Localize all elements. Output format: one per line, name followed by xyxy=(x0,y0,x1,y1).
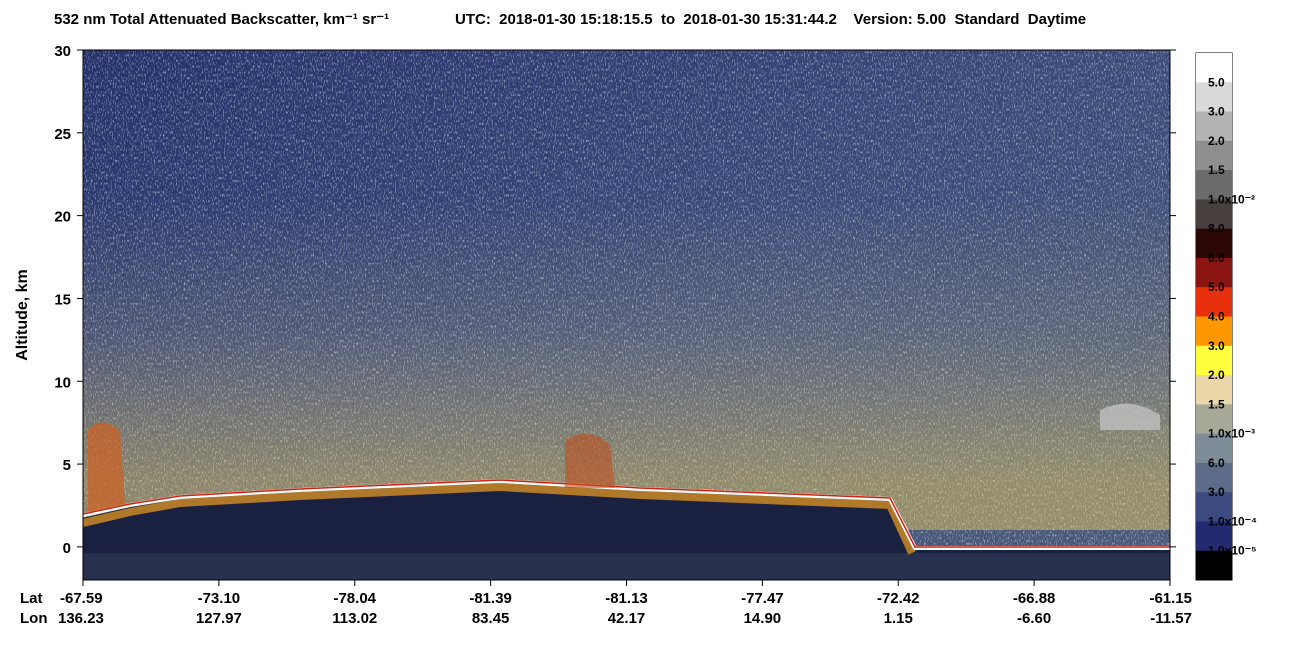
y-tick-label: 25 xyxy=(54,126,71,143)
colorbar-label: 6.0 xyxy=(1208,456,1225,470)
x-row-label: Lon xyxy=(20,610,48,627)
colorbar-bin xyxy=(1196,345,1232,376)
curtain xyxy=(83,50,1170,580)
colorbar-bin xyxy=(1196,199,1232,230)
x-row-label: Lat xyxy=(20,590,43,607)
x-tick-label: 136.23 xyxy=(58,610,104,627)
colorbar-label: 5.0 xyxy=(1208,75,1225,89)
chart-subtitle: UTC: 2018-01-30 15:18:15.5 to 2018-01-30… xyxy=(455,11,1086,28)
colorbar-label: 1.0x10⁻⁴ xyxy=(1208,514,1257,528)
colorbar-label: 8.0 xyxy=(1208,222,1225,236)
colorbar-bin xyxy=(1196,433,1232,464)
colorbar-label: 2.0 xyxy=(1208,134,1225,148)
x-tick-label: -73.10 xyxy=(198,590,241,607)
x-tick-label: -72.42 xyxy=(877,590,920,607)
colorbar-bin xyxy=(1196,170,1232,200)
x-tick-label: 1.15 xyxy=(884,610,913,627)
colorbar-label: 1.5 xyxy=(1208,163,1225,177)
x-tick-label: -11.57 xyxy=(1150,610,1192,627)
x-tick-label: -61.15 xyxy=(1149,590,1192,607)
x-tick-label: -81.13 xyxy=(605,590,648,607)
colorbar-bin xyxy=(1196,228,1232,259)
x-tick-label: -66.88 xyxy=(1013,590,1056,607)
y-tick-label: 10 xyxy=(54,374,71,391)
x-tick-label: -81.39 xyxy=(469,590,512,607)
y-tick-label: 30 xyxy=(54,43,71,60)
colorbar-label: 1.0x10⁻² xyxy=(1208,192,1255,206)
x-tick-label: -77.47 xyxy=(741,590,784,607)
colorbar-bin xyxy=(1196,257,1232,288)
y-axis-label: Altitude, km xyxy=(14,269,31,361)
colorbar-label: 1.0x10⁻⁵ xyxy=(1208,544,1257,558)
x-tick-label: 127.97 xyxy=(196,610,242,627)
colorbar-bin xyxy=(1196,550,1232,581)
colorbar-label: 1.0x10⁻³ xyxy=(1208,427,1255,441)
colorbar-label: 6.0 xyxy=(1208,251,1225,265)
x-tick-label: 42.17 xyxy=(608,610,646,627)
colorbar-bin xyxy=(1196,375,1232,405)
colorbar-bin xyxy=(1196,521,1232,552)
y-tick-label: 15 xyxy=(54,291,71,308)
colorbar-bin xyxy=(1196,316,1232,347)
y-tick-label: 0 xyxy=(63,540,71,557)
colorbar-bin xyxy=(1196,287,1232,317)
colorbar-label: 1.5 xyxy=(1208,397,1225,411)
colorbar-bin xyxy=(1196,82,1232,113)
colorbar-bin xyxy=(1196,462,1232,493)
colorbar-bin xyxy=(1196,53,1232,83)
chart-title: 532 nm Total Attenuated Backscatter, km⁻… xyxy=(54,11,389,28)
x-tick-label: -78.04 xyxy=(333,590,376,607)
colorbar-bin xyxy=(1196,492,1232,522)
y-tick-label: 5 xyxy=(63,457,71,474)
x-tick-label: -67.59 xyxy=(60,590,103,607)
x-tick-label: 14.90 xyxy=(744,610,782,627)
y-tick-label: 20 xyxy=(54,209,71,226)
colorbar-label: 5.0 xyxy=(1208,280,1225,294)
x-tick-label: -6.60 xyxy=(1017,610,1051,627)
colorbar-label: 2.0 xyxy=(1208,368,1225,382)
colorbar-label: 4.0 xyxy=(1208,310,1225,324)
colorbar-bin xyxy=(1196,140,1232,171)
colorbar-label: 3.0 xyxy=(1208,485,1225,499)
colorbar-bin xyxy=(1196,111,1232,142)
colorbar-label: 3.0 xyxy=(1208,339,1225,353)
colorbar-bin xyxy=(1196,404,1232,435)
x-tick-label: 113.02 xyxy=(332,610,377,627)
x-tick-label: 83.45 xyxy=(472,610,510,627)
colorbar-label: 3.0 xyxy=(1208,105,1225,119)
